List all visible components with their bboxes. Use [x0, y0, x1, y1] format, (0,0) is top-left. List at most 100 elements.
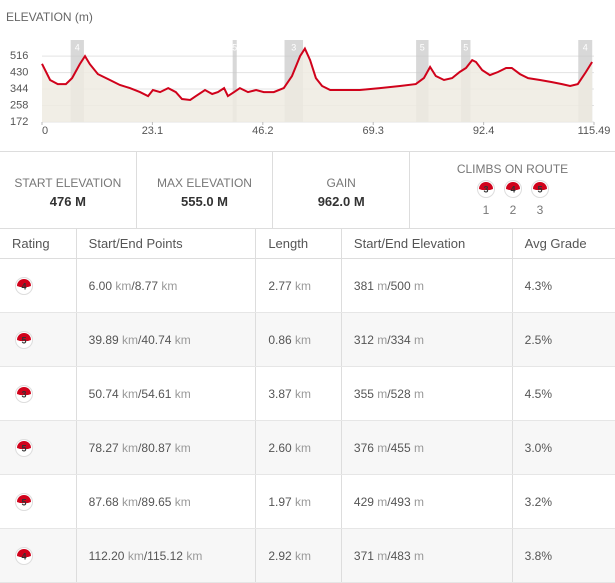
y-tick-label: 516	[10, 50, 28, 62]
end-elevation: 334	[390, 332, 411, 347]
start-point: 50.74	[88, 386, 119, 401]
start-point: 39.89	[88, 332, 119, 347]
points-cell: 39.89 km/40.74 km	[76, 312, 257, 367]
start-elevation: 376	[353, 440, 374, 455]
unit: km	[122, 494, 139, 509]
elevation-cell: 429 m/493 m	[341, 474, 513, 529]
badge-number: 4	[511, 184, 516, 194]
stat-label: GAIN	[326, 176, 356, 190]
y-tick-label: 344	[10, 83, 28, 95]
badge-top	[17, 386, 31, 395]
y-tick-label: 172	[10, 116, 28, 128]
end-elevation: 483	[390, 548, 411, 563]
end-elevation: 528	[390, 386, 411, 401]
table-row: 5 78.27 km/80.87 km 2.60 km 376 m/455 m 3.0%	[0, 420, 615, 475]
unit: km	[174, 494, 191, 509]
climbs-table: Rating Start/End Points Length Start/End El…	[0, 228, 615, 583]
badge-top	[17, 440, 31, 449]
stat-value: 962.0 M	[317, 194, 365, 209]
table-row: 4 6.00 km/8.77 km 2.77 km 381 m/500 m 4.3%	[0, 258, 615, 313]
rating-badge: 3	[15, 384, 33, 403]
column-header: Length	[255, 228, 342, 259]
y-tick-label: 430	[10, 66, 28, 78]
rating-cell: 4	[0, 528, 77, 583]
points-cell: 78.27 km/80.87 km	[76, 420, 257, 475]
rating-icon: 4	[15, 546, 33, 565]
climb-caption: 2	[510, 203, 517, 217]
unit: km	[122, 440, 139, 455]
rating-icon: 4	[15, 276, 33, 295]
table-row: 5 39.89 km/40.74 km 0.86 km 312 m/334 m 2.5%	[0, 312, 615, 367]
start-point: 78.27	[88, 440, 119, 455]
stat-label: MAX ELEVATION	[157, 176, 252, 190]
climb-icons: 3 1 4 2 5 3	[477, 180, 550, 217]
stat-label: START ELEVATION	[14, 176, 122, 190]
climb-band-label: 4	[583, 42, 588, 52]
elevation-cell: 376 m/455 m	[341, 420, 513, 475]
badge-top	[17, 548, 31, 557]
badge-number: 3	[21, 389, 26, 399]
climb-band-label: 5	[232, 42, 237, 52]
badge-top	[17, 332, 31, 341]
unit: m	[377, 278, 388, 293]
unit: km	[295, 494, 312, 509]
points-cell: 6.00 km/8.77 km	[76, 258, 257, 313]
unit: m	[377, 494, 388, 509]
unit: km	[174, 332, 191, 347]
unit: m	[377, 440, 388, 455]
rating-badge: 5	[15, 438, 33, 457]
y-tick-label: 258	[10, 99, 28, 111]
length-cell: 0.86 km	[255, 312, 342, 367]
rating-badge: 5	[531, 180, 550, 198]
column-header: Rating	[0, 228, 77, 259]
unit: km	[295, 332, 312, 347]
elevation-cell: 371 m/483 m	[341, 528, 513, 583]
rating-badge: 5	[15, 492, 33, 511]
climb-band	[232, 40, 237, 122]
column-header: Start/End Points	[76, 228, 257, 259]
badge-number: 5	[21, 443, 26, 453]
end-point: 89.65	[141, 494, 172, 509]
grade-cell: 3.2%	[512, 474, 615, 529]
length-cell: 1.97 km	[255, 474, 342, 529]
start-point: 6.00	[88, 278, 113, 293]
badge-top	[17, 494, 31, 503]
grade-cell: 4.3%	[512, 258, 615, 313]
elevation-cell: 355 m/528 m	[341, 366, 513, 421]
unit: m	[414, 386, 424, 401]
rating-icon: 3	[15, 384, 33, 403]
climb-band-label: 3	[291, 42, 296, 52]
rating-cell: 5	[0, 420, 77, 475]
rating-badge: 4	[15, 546, 33, 565]
unit: m	[414, 332, 424, 347]
rating-badge: 5	[15, 330, 33, 349]
rating-badge: 3	[477, 180, 496, 198]
grade-cell: 3.0%	[512, 420, 615, 475]
rating-cell: 3	[0, 366, 77, 421]
table-row: 5 87.68 km/89.65 km 1.97 km 429 m/493 m 3.2%	[0, 474, 615, 529]
points-cell: 50.74 km/54.61 km	[76, 366, 257, 421]
unit: m	[414, 548, 424, 563]
start-point: 87.68	[88, 494, 119, 509]
start-elevation: 312	[353, 332, 374, 347]
badge-number: 5	[21, 335, 26, 345]
climb-band-label: 5	[420, 42, 425, 52]
length-cell: 2.60 km	[255, 420, 342, 475]
unit: m	[414, 494, 424, 509]
badge-top	[479, 182, 494, 190]
rating-badge: 4	[504, 180, 523, 198]
x-tick-label: 0	[42, 125, 48, 137]
badge-number: 5	[21, 497, 26, 507]
start-point: 112.20	[88, 548, 125, 563]
length: 2.77	[268, 278, 292, 293]
length: 1.97	[268, 494, 292, 509]
rating-icon: 5	[15, 438, 33, 457]
unit: km	[122, 386, 139, 401]
rating-icon: 5	[15, 330, 33, 349]
unit: km	[127, 548, 144, 563]
unit: km	[295, 386, 312, 401]
points-cell: 112.20 km/115.12 km	[76, 528, 257, 583]
start-elevation: 355	[353, 386, 374, 401]
